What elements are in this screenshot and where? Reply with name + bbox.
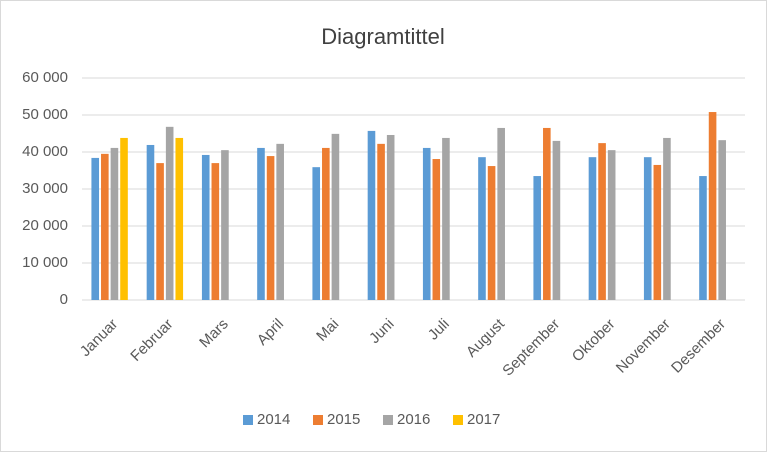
- bar: [588, 157, 597, 300]
- bar: [120, 137, 128, 300]
- legend-label: 2014: [257, 411, 290, 428]
- bar: [257, 147, 265, 300]
- bar: [312, 167, 321, 300]
- bar: [478, 157, 486, 300]
- bar: [432, 159, 441, 300]
- bar: [146, 144, 155, 300]
- legend-label: 2015: [327, 411, 360, 428]
- bar: [442, 137, 450, 300]
- legend-label: 2017: [467, 411, 500, 428]
- bar: [663, 137, 671, 300]
- legend-swatch: [313, 415, 323, 425]
- bar: [331, 133, 340, 300]
- bar: [699, 176, 707, 300]
- legend-swatch: [383, 415, 393, 425]
- bar: [497, 127, 505, 300]
- bar: [718, 140, 726, 300]
- bar: [552, 140, 561, 300]
- bar: [598, 143, 606, 300]
- bar: [266, 156, 275, 300]
- legend-label: 2016: [397, 411, 430, 428]
- bar: [165, 126, 174, 300]
- legend-swatch: [453, 415, 463, 425]
- y-tick-label: 30 000: [22, 180, 68, 197]
- bar: [653, 164, 662, 300]
- bar: [487, 166, 496, 300]
- bar: [386, 134, 395, 300]
- bar: [607, 150, 616, 300]
- chart-title: Diagramtittel: [321, 24, 444, 49]
- y-tick-label: 50 000: [22, 106, 68, 123]
- bar: [377, 143, 385, 300]
- bar: [201, 154, 210, 300]
- y-tick-label: 20 000: [22, 217, 68, 234]
- bar: [322, 147, 330, 300]
- bar: [91, 157, 100, 300]
- y-tick-label: 60 000: [22, 69, 68, 86]
- bar: [533, 176, 542, 300]
- bar: [422, 147, 431, 300]
- bar: [175, 137, 184, 300]
- bar: [101, 153, 109, 300]
- bar: [156, 163, 164, 300]
- y-tick-label: 40 000: [22, 143, 68, 160]
- bar: [211, 163, 220, 300]
- bar: [367, 130, 376, 300]
- bar: [543, 127, 551, 300]
- y-tick-label: 0: [60, 291, 68, 308]
- y-tick-label: 10 000: [22, 254, 68, 271]
- bar: [276, 143, 284, 300]
- legend-swatch: [243, 415, 253, 425]
- bar: [643, 157, 652, 300]
- bar: [110, 147, 119, 300]
- bar: [221, 150, 229, 300]
- bar: [708, 112, 717, 300]
